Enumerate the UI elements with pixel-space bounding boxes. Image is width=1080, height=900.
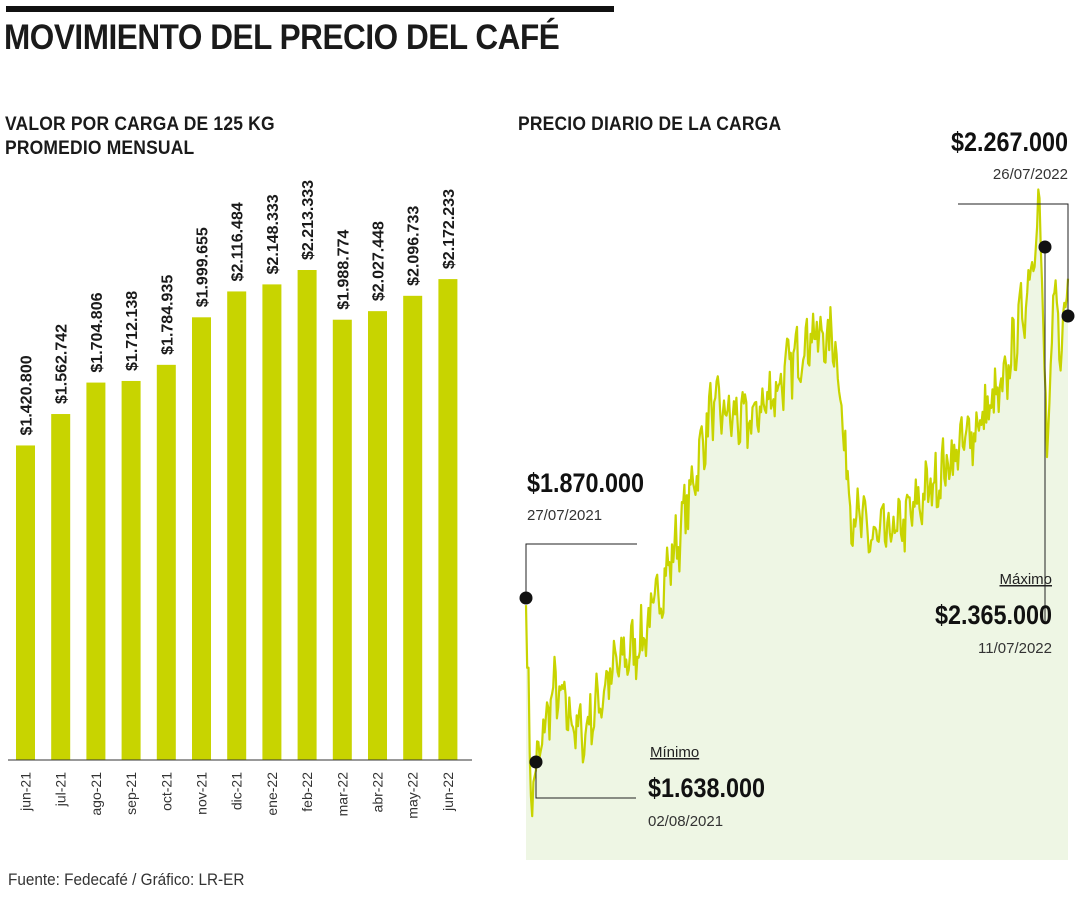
callout-date: 02/08/2021: [648, 813, 723, 830]
x-tick-label: may-22: [405, 772, 421, 819]
bar-jun-21: [16, 445, 35, 760]
page-title: MOVIMIENTO DEL PRECIO DEL CAFÉ: [4, 18, 560, 57]
callout-marker: [1061, 309, 1075, 323]
callout-value: $1.638.000: [648, 773, 765, 803]
x-tick-label: mar-22: [334, 772, 350, 817]
callout-marker: [1038, 240, 1052, 254]
callout-value: $2.267.000: [951, 127, 1068, 157]
bar-feb-22: [297, 270, 317, 760]
x-tick-label: dic-21: [229, 772, 245, 810]
bar-chart: $1.420.800 jun-21 $1.562.742 jul-21 $1.704.8…: [8, 180, 472, 819]
callout-leader: [958, 203, 1069, 316]
bar-value-label: $1.712.138: [124, 291, 141, 371]
top-rule: [6, 6, 614, 12]
x-tick-label: jul-21: [53, 772, 69, 807]
callout-leader: [525, 543, 637, 598]
x-tick-label: feb-22: [299, 772, 315, 812]
bar-value-label: $2.116.484: [230, 202, 247, 281]
bar-value-label: $1.420.800: [19, 355, 36, 435]
bar-value-label: $1.562.742: [54, 324, 71, 404]
bar-sep-21: [121, 380, 141, 760]
bar-dic-21: [227, 291, 247, 760]
x-tick-label: sep-21: [123, 772, 139, 815]
x-tick-label: jun-22: [440, 772, 456, 812]
callout-marker: [529, 755, 543, 769]
bar-value-label: $2.096.733: [406, 206, 423, 286]
callout-date: 11/07/2022: [978, 640, 1052, 657]
bar-may-22: [403, 295, 423, 760]
x-tick-label: ago-21: [88, 772, 104, 816]
callout-marker: [519, 591, 533, 605]
callout-value: $2.365.000: [935, 600, 1052, 630]
source-note: Fuente: Fedecafé / Gráfico: LR-ER: [8, 870, 245, 889]
x-tick-label: nov-21: [194, 772, 210, 815]
bar-value-label: $1.999.655: [195, 227, 212, 307]
x-tick-label: ene-22: [264, 772, 280, 816]
line-chart-subtitle: PRECIO DIARIO DE LA CARGA: [518, 114, 782, 135]
x-tick-label: oct-21: [158, 772, 174, 811]
bar-chart-subtitle-line2: PROMEDIO MENSUAL: [5, 138, 195, 159]
bar-value-label: $1.704.806: [89, 292, 106, 372]
bar-value-label: $1.988.774: [335, 230, 352, 310]
price-line: [524, 188, 1070, 818]
callout-label: Mínimo: [650, 744, 699, 761]
callout-date: 26/07/2022: [993, 166, 1068, 183]
x-tick-label: jun-21: [18, 772, 34, 812]
bar-abr-22: [368, 311, 387, 760]
bar-ago-21: [86, 382, 106, 760]
x-tick-label: abr-22: [370, 772, 386, 813]
price-area: [526, 189, 1068, 860]
bar-nov-21: [192, 317, 211, 760]
bar-value-label: $2.148.333: [265, 194, 282, 274]
callout-leader: [535, 762, 636, 799]
bar-jul-21: [51, 414, 71, 760]
bar-mar-22: [332, 319, 352, 760]
callout-value: $1.870.000: [527, 468, 644, 498]
bar-jun-22: [438, 279, 458, 760]
bar-value-label: $2.172.233: [441, 189, 458, 269]
bar-chart-subtitle: VALOR POR CARGA DE 125 KG PROMEDIO MENSU…: [5, 113, 275, 161]
bar-oct-21: [156, 364, 176, 760]
bar-value-label: $2.213.333: [300, 180, 317, 260]
callout-label: Máximo: [999, 571, 1052, 588]
bar-ene-22: [262, 284, 282, 760]
bar-chart-subtitle-line1: VALOR POR CARGA DE 125 KG: [5, 114, 275, 135]
bar-value-label: $1.784.935: [159, 275, 176, 355]
callout-date: 27/07/2021: [527, 507, 602, 524]
bar-value-label: $2.027.448: [371, 221, 388, 301]
